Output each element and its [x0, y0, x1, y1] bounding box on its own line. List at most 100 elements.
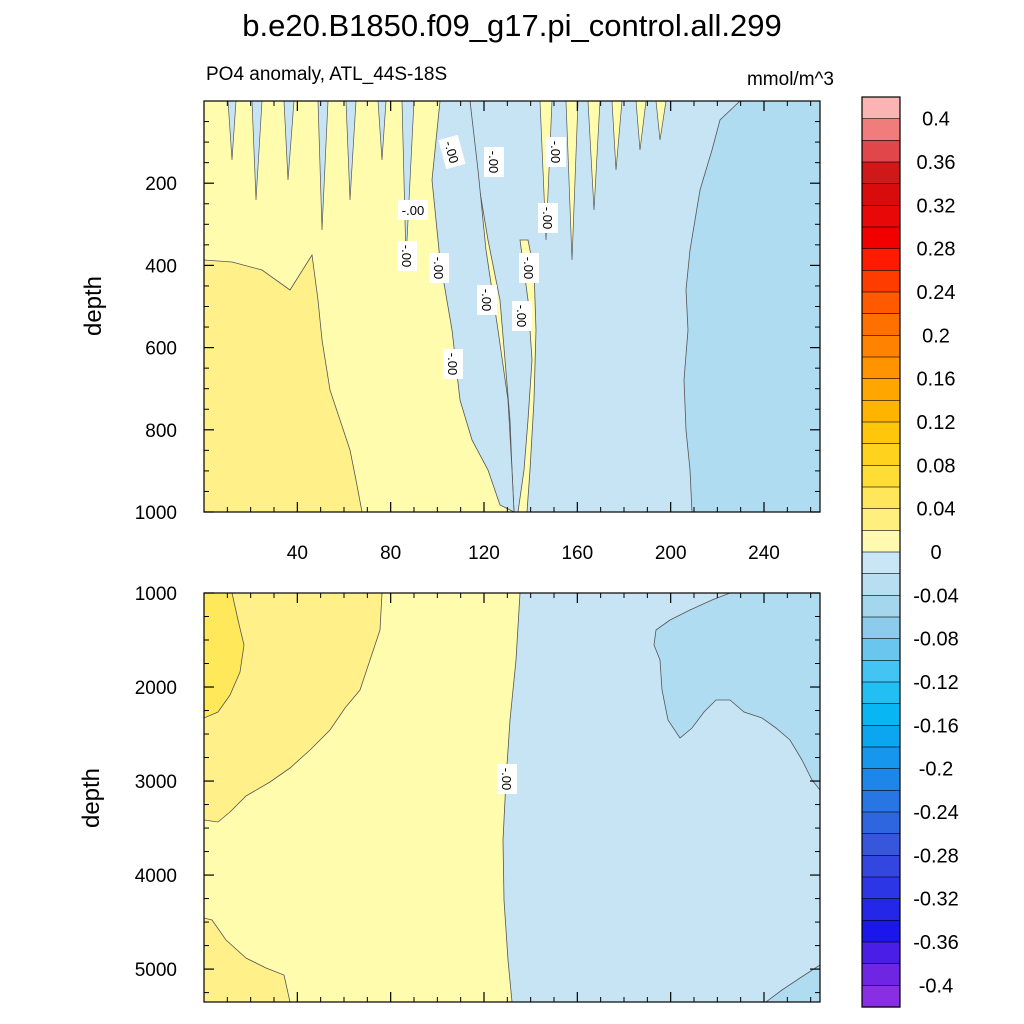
colorbar-swatch	[861, 876, 901, 900]
colorbar-label: 0.24	[917, 282, 956, 304]
colorbar-swatch	[861, 378, 901, 401]
y-tick-label: 3000	[135, 772, 177, 793]
colorbar-label: -0.08	[913, 629, 959, 651]
colorbar-label: -0.12	[913, 672, 959, 694]
colorbar-swatch	[861, 183, 901, 206]
colorbar-swatch	[861, 248, 901, 271]
units-label: mmol/m^3	[747, 69, 834, 90]
colorbar-swatch	[861, 118, 901, 141]
colorbar-swatch	[861, 941, 901, 965]
colorbar-swatch	[861, 421, 901, 445]
upper-axes: 40 80 120 160 200 240 200 400 600 800 1000	[135, 101, 820, 564]
y-tick-label: 1000	[135, 503, 177, 524]
colorbar-swatch	[861, 811, 901, 835]
lower-y-axis-label: depth	[78, 768, 105, 828]
lower-region-pos-bottom	[204, 917, 291, 1002]
colorbar-swatch	[861, 205, 901, 228]
x-tick-label: 200	[655, 543, 687, 564]
contour-label: -.00	[479, 289, 494, 311]
lower-frame	[203, 592, 821, 1003]
colorbar-swatch	[861, 140, 901, 163]
contour-label: -.00	[445, 353, 460, 375]
y-tick-label: 800	[145, 421, 177, 442]
chart-title: b.e20.B1850.f09_g17.pi_control.all.299	[242, 8, 782, 43]
upper-region-pos-moderate	[204, 253, 363, 512]
colorbar-label: -0.16	[913, 715, 959, 737]
upper-y-axis-label: depth	[80, 276, 107, 336]
colorbar-swatch	[861, 855, 901, 878]
colorbar-swatch	[861, 660, 901, 683]
colorbar-label: 0.16	[917, 369, 956, 391]
y-tick-label: 1000	[135, 584, 177, 605]
colorbar-swatch	[861, 833, 901, 856]
colorbar-swatch	[861, 443, 901, 466]
colorbar-swatch	[861, 920, 901, 943]
y-tick-label: 400	[145, 256, 177, 277]
colorbar-label: 0.08	[917, 455, 956, 477]
colorbar-swatch	[861, 291, 901, 315]
colorbar-swatch	[861, 985, 901, 1008]
colorbar-label: -0.24	[913, 802, 959, 824]
contour-label: -.00	[486, 151, 501, 173]
y-tick-label: 4000	[135, 866, 177, 887]
colorbar-label: 0.32	[917, 195, 956, 217]
colorbar-swatch	[861, 746, 901, 770]
y-tick-label: 200	[145, 174, 177, 195]
contour-label: -.00	[521, 257, 536, 279]
colorbar-swatch	[861, 898, 901, 921]
contour-label: -.00	[514, 305, 529, 327]
colorbar-swatch	[861, 703, 901, 726]
colorbar-swatch	[861, 530, 901, 553]
colorbar-swatch	[861, 313, 901, 336]
contour-label: -.00	[548, 141, 563, 163]
colorbar-swatch	[861, 616, 901, 640]
colorbar-swatch	[861, 270, 901, 293]
contour-label: -.00	[431, 257, 446, 279]
colorbar: 0.4 0.36 0.32 0.28 0.24 0.2 0.16 0.12 0.08 0.04 0 -…	[861, 96, 959, 1008]
colorbar-swatch	[861, 725, 901, 748]
colorbar-swatch	[861, 335, 901, 358]
upper-surface-streaks-pos	[539, 101, 667, 261]
y-tick-label: 600	[145, 339, 177, 360]
colorbar-label: -0.4	[919, 975, 953, 997]
colorbar-label: 0.2	[922, 325, 950, 347]
upper-panel	[204, 101, 820, 512]
x-tick-label: 80	[380, 543, 401, 564]
colorbar-label: 0.4	[922, 109, 950, 131]
contour-label: -.00	[540, 207, 555, 229]
y-tick-label: 2000	[135, 678, 177, 699]
contour-label: -.00	[399, 245, 414, 267]
lower-region-neg-moderate-se	[765, 964, 820, 1002]
colorbar-swatch	[861, 400, 901, 423]
lower-region-neg-moderate	[653, 593, 820, 791]
colorbar-swatch	[861, 768, 901, 791]
colorbar-label: 0	[930, 542, 941, 564]
subtitle-left: PO4 anomaly, ATL_44S-18S	[206, 64, 447, 85]
colorbar-swatch	[861, 161, 901, 185]
y-tick-label: 5000	[135, 960, 177, 981]
colorbar-label: 0.36	[917, 152, 956, 174]
colorbar-label: -0.2	[919, 759, 953, 781]
colorbar-swatch	[861, 96, 901, 120]
colorbar-swatch	[861, 486, 901, 510]
colorbar-swatch	[861, 465, 901, 488]
colorbar-label: 0.28	[917, 239, 956, 261]
colorbar-label: -0.04	[913, 585, 959, 607]
colorbar-swatch	[861, 681, 901, 705]
colorbar-swatch	[861, 573, 901, 596]
colorbar-swatch	[861, 595, 901, 618]
colorbar-swatch	[861, 356, 901, 380]
colorbar-label: 0.12	[917, 412, 956, 434]
contour-label: -.00	[402, 203, 424, 218]
colorbar-swatch	[861, 551, 901, 575]
lower-contour-label-group: -.00	[497, 764, 517, 794]
lower-axes: 1000 2000 3000 4000 5000	[135, 584, 820, 1002]
colorbar-label: -0.36	[913, 932, 959, 954]
x-tick-label: 120	[468, 543, 500, 564]
upper-region-neg-moderate	[683, 101, 820, 512]
colorbar-swatch	[861, 226, 901, 250]
colorbar-label: 0.04	[917, 499, 956, 521]
colorbar-label: -0.28	[913, 845, 959, 867]
colorbar-swatch	[861, 963, 901, 986]
